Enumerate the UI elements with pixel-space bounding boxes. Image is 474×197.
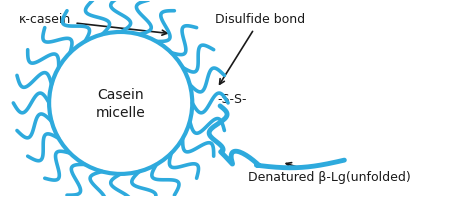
- Text: -S-S-: -S-S-: [217, 94, 246, 107]
- Text: micelle: micelle: [96, 106, 146, 120]
- Text: κ-casein: κ-casein: [19, 13, 167, 35]
- Text: Disulfide bond: Disulfide bond: [215, 13, 305, 84]
- Text: Casein: Casein: [97, 88, 144, 102]
- Text: Denatured β-Lg(unfolded): Denatured β-Lg(unfolded): [248, 163, 411, 184]
